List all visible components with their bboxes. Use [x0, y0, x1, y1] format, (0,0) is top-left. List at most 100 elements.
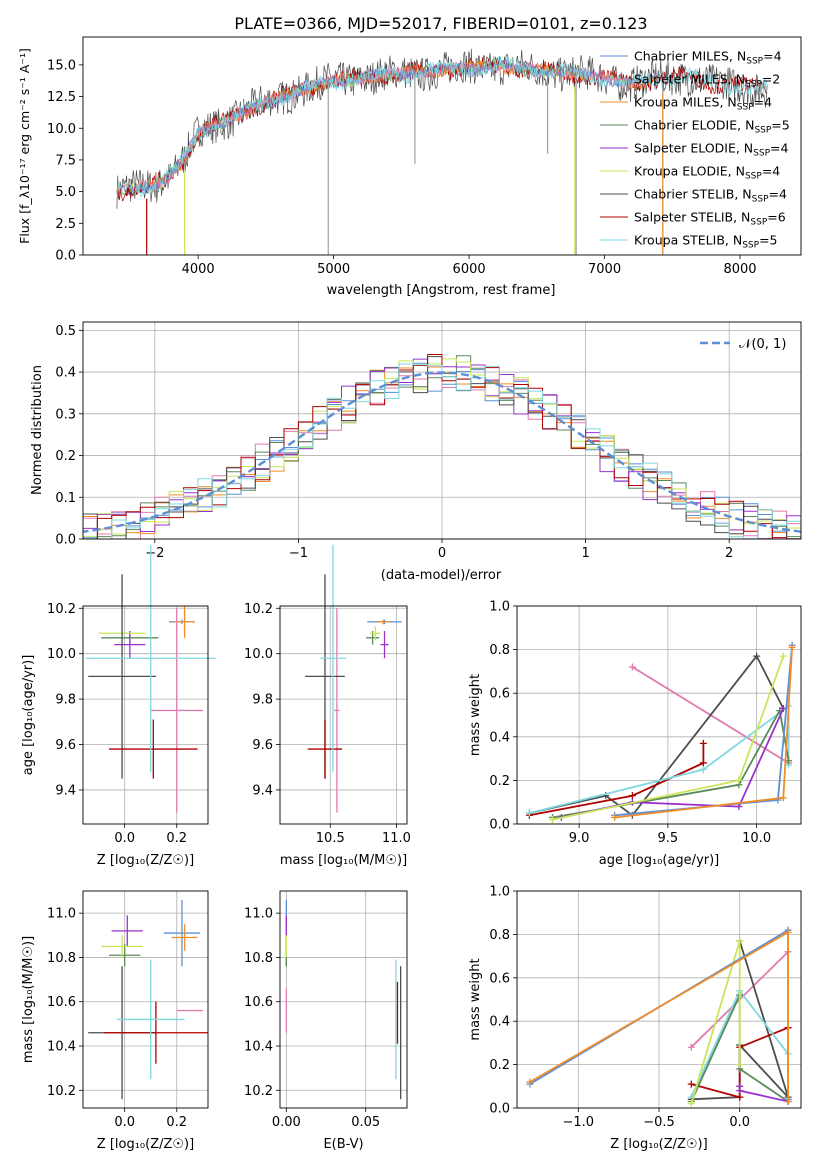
y-axis-label: Normed distribution — [30, 365, 45, 495]
x-tick-label: 2 — [725, 546, 733, 561]
spectrum-title: PLATE=0366, MJD=52017, FIBERID=0101, z=0… — [234, 14, 647, 33]
x-tick-label: 9.0 — [569, 831, 590, 846]
x-axis-label: Z [log₁₀(Z/Z☉)] — [97, 853, 194, 868]
x-axis-label: age [log₁₀(age/yr)] — [599, 853, 720, 868]
y-tick-label: 5.0 — [55, 185, 76, 200]
y-axis-label: age [log₁₀(age/yr)] — [21, 655, 36, 776]
x-tick-label: 0.2 — [166, 831, 187, 846]
y-tick-label: 9.4 — [252, 783, 273, 798]
y-axis-label: Flux [f_λ10⁻¹⁷ erg cm⁻² s⁻¹ A⁻¹] — [17, 48, 32, 244]
residuals-panel: −2 −1 0 1 2 0.0 0.1 0.2 0.3 0.4 0.5 𝒩(0, 1) (data-mo… — [30, 321, 802, 583]
y-tick-label: 0.0 — [489, 818, 510, 833]
x-tick-label: 9.5 — [658, 831, 679, 846]
x-tick-label: 0.05 — [351, 1115, 380, 1130]
Z-weight-panel: −1.0 −0.5 0.0 0.0 0.2 0.4 0.6 0.8 1.0 Z [log₁₀(Z/… — [468, 885, 802, 1152]
y-tick-label: 10.8 — [47, 951, 76, 966]
legend-entry: Salpeter ELODIE, NSSP=4 — [634, 141, 789, 159]
x-tick-label: 1 — [581, 546, 589, 561]
x-tick-label: 4000 — [182, 262, 215, 277]
y-tick-label: 0.8 — [489, 928, 510, 943]
spectrum-model-line — [135, 59, 659, 192]
axes-frame — [279, 890, 408, 1109]
x-tick-label: 5000 — [317, 262, 350, 277]
y-tick-label: 0.8 — [489, 643, 510, 658]
y-tick-label: 10.2 — [244, 1084, 273, 1099]
y-axis-label: mass weight — [468, 958, 483, 1040]
y-tick-label: 10.6 — [244, 995, 273, 1010]
axes-frame — [82, 605, 209, 825]
x-tick-label: 7000 — [588, 262, 621, 277]
weight-point — [526, 1078, 534, 1086]
x-tick-label: 0.0 — [114, 1115, 135, 1130]
y-tick-label: 9.8 — [55, 693, 76, 708]
legend-entry: Chabrier ELODIE, NSSP=5 — [634, 118, 790, 136]
y-tick-label: 0.2 — [55, 449, 76, 464]
y-tick-label: 10.2 — [244, 602, 273, 617]
weight-point — [699, 759, 707, 767]
weight-series-line — [529, 743, 705, 817]
y-tick-label: 10.2 — [47, 1084, 76, 1099]
x-axis-label: Z [log₁₀(Z/Z☉)] — [610, 1137, 707, 1152]
y-tick-label: 9.6 — [252, 738, 273, 753]
weight-point — [784, 928, 792, 936]
x-tick-label: 10.0 — [742, 831, 771, 846]
y-tick-label: 10.6 — [47, 995, 76, 1010]
x-tick-label: 0.0 — [114, 831, 135, 846]
weight-point — [687, 1043, 695, 1051]
weight-point — [788, 643, 796, 651]
x-tick-label: 10.5 — [316, 831, 345, 846]
y-tick-label: 1.0 — [489, 885, 510, 900]
weight-point — [779, 794, 787, 802]
weight-point — [699, 739, 707, 747]
weight-series-line — [614, 645, 793, 817]
y-tick-label: 10.0 — [244, 647, 273, 662]
y-tick-label: 0.1 — [55, 491, 76, 506]
axes-frame — [82, 321, 802, 540]
mass-age-panel: 10.5 11.0 9.4 9.6 9.8 10.0 10.2 mass [log₁₀(M/M… — [244, 544, 411, 868]
y-tick-label: 9.6 — [55, 738, 76, 753]
x-axis-label: wavelength [Angstrom, rest frame] — [327, 283, 556, 298]
weight-point — [699, 766, 707, 773]
weight-point — [611, 813, 619, 821]
spectrum-panel: 4000 5000 6000 7000 8000 0.0 2.5 5.0 7.5 10.0 12.5… — [17, 36, 802, 298]
weight-point — [736, 1093, 744, 1101]
legend-entry: Kroupa STELIB, NSSP=5 — [634, 233, 778, 251]
y-tick-label: 0.5 — [55, 324, 76, 339]
y-tick-label: 0.6 — [489, 971, 510, 986]
y-tick-label: 11.0 — [244, 907, 273, 922]
x-axis-label: mass [log₁₀(M/M☉)] — [280, 853, 407, 868]
y-tick-label: 9.4 — [55, 783, 76, 798]
y-tick-label: 1.0 — [489, 600, 510, 615]
x-tick-label: 6000 — [453, 262, 486, 277]
x-tick-label: −1.0 — [563, 1115, 595, 1130]
y-tick-label: 10.0 — [47, 647, 76, 662]
weight-point — [687, 1080, 695, 1088]
y-tick-label: 0.3 — [55, 407, 76, 422]
y-tick-label: 0.4 — [55, 366, 76, 381]
x-axis-label: Z [log₁₀(Z/Z☉)] — [97, 1137, 194, 1152]
weight-point — [736, 1061, 744, 1069]
y-tick-label: 0.6 — [489, 687, 510, 702]
x-tick-label: −2 — [145, 546, 164, 561]
weight-point — [784, 1097, 792, 1105]
x-tick-label: 0.0 — [729, 1115, 750, 1130]
y-tick-label: 0.0 — [55, 249, 76, 264]
y-tick-label: 15.0 — [47, 58, 76, 73]
x-tick-label: 0.2 — [166, 1115, 187, 1130]
weight-point — [549, 816, 556, 824]
weight-point — [735, 776, 743, 784]
axes-frame — [516, 890, 802, 1109]
x-tick-label: 11.0 — [382, 831, 411, 846]
y-tick-label: 10.4 — [47, 1040, 76, 1055]
x-tick-label: −0.5 — [643, 1115, 675, 1130]
residual-histograms — [83, 354, 801, 539]
legend-entry: Chabrier STELIB, NSSP=4 — [634, 187, 787, 205]
y-tick-label: 0.4 — [489, 1015, 510, 1030]
x-tick-label: 8000 — [723, 262, 756, 277]
y-tick-label: 10.2 — [47, 602, 76, 617]
legend-entry: Kroupa ELODIE, NSSP=4 — [634, 164, 780, 182]
weight-series-line — [529, 704, 790, 814]
legend-entry: Chabrier MILES, NSSP=4 — [634, 49, 782, 67]
weight-point — [753, 652, 761, 660]
